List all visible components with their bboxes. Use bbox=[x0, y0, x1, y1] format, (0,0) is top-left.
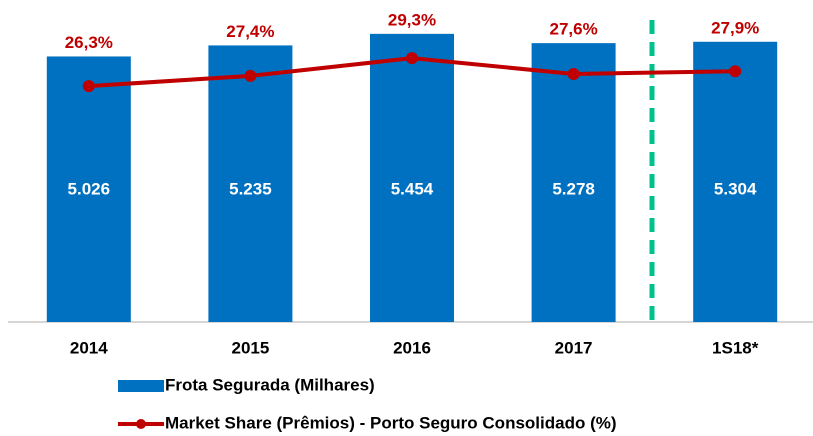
marker bbox=[406, 52, 418, 65]
x-tick-label: 1S18* bbox=[712, 338, 759, 357]
bar-label: 5.026 bbox=[68, 179, 111, 198]
bar-label: 5.304 bbox=[714, 179, 757, 198]
bar-label: 5.278 bbox=[552, 179, 595, 198]
marker bbox=[729, 65, 742, 78]
bar bbox=[46, 56, 131, 323]
bar bbox=[693, 41, 778, 322]
x-tick-label: 2015 bbox=[231, 338, 269, 357]
line-label: 27,9% bbox=[711, 18, 759, 37]
x-tick-label: 2017 bbox=[555, 338, 593, 357]
bar bbox=[208, 45, 293, 322]
line-label: 27,4% bbox=[226, 22, 274, 41]
legend-marker bbox=[136, 419, 146, 429]
legend-label: Frota Segurada (Milhares) bbox=[165, 375, 375, 394]
legend-swatch bbox=[118, 380, 164, 392]
marker bbox=[82, 80, 95, 93]
bar bbox=[370, 33, 454, 323]
marker bbox=[567, 67, 580, 80]
bar-label: 5.235 bbox=[229, 179, 272, 198]
x-tick-label: 2016 bbox=[393, 338, 431, 357]
x-tick-label: 2014 bbox=[70, 338, 108, 357]
line-label: 29,3% bbox=[388, 10, 436, 29]
line-label: 26,3% bbox=[65, 33, 113, 52]
legend-label: Market Share (Prêmios) - Porto Seguro Co… bbox=[165, 413, 617, 432]
bar-label: 5.454 bbox=[391, 179, 434, 198]
bar bbox=[531, 43, 616, 323]
line-label: 27,6% bbox=[549, 20, 597, 39]
marker bbox=[244, 69, 257, 82]
